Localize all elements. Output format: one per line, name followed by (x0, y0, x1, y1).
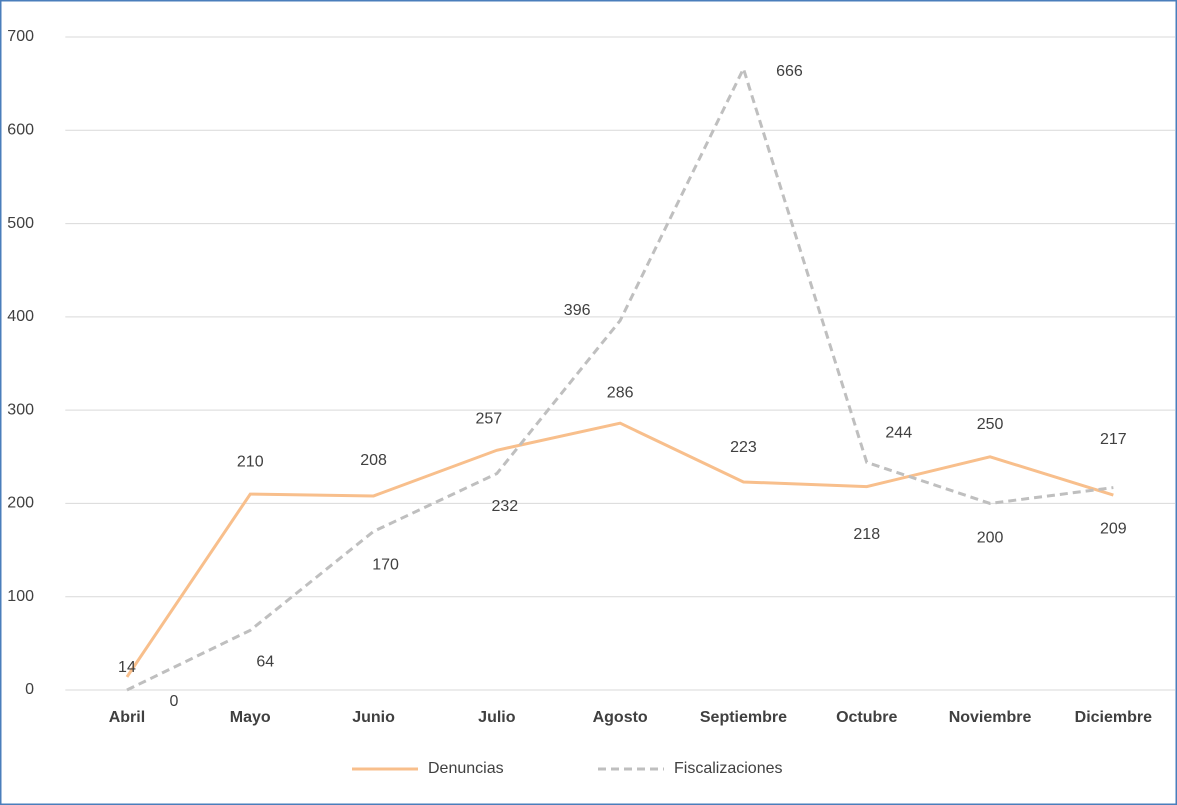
data-label: 232 (491, 498, 518, 515)
y-tick-label: 0 (25, 681, 34, 698)
data-label: 244 (885, 425, 912, 442)
y-tick-label: 700 (7, 28, 34, 45)
data-label: 64 (256, 654, 274, 671)
data-label: 218 (853, 526, 880, 543)
data-label: 257 (475, 410, 502, 427)
x-tick-label: Diciembre (1075, 709, 1152, 726)
y-tick-label: 200 (7, 495, 34, 512)
y-tick-label: 600 (7, 122, 34, 139)
data-label: 217 (1100, 431, 1127, 448)
data-label: 209 (1100, 520, 1127, 537)
y-tick-label: 400 (7, 308, 34, 325)
x-tick-label: Mayo (230, 709, 271, 726)
data-label: 208 (360, 452, 387, 469)
x-tick-label: Septiembre (700, 709, 787, 726)
data-label: 250 (977, 416, 1004, 433)
data-label: 223 (730, 439, 757, 456)
series-line (126, 64, 1114, 692)
data-label: 396 (564, 302, 591, 319)
x-tick-label: Abril (109, 709, 145, 726)
x-tick-label: Noviembre (949, 709, 1032, 726)
series-line (125, 421, 1114, 678)
x-tick-label: Octubre (836, 709, 897, 726)
y-tick-label: 300 (7, 401, 34, 418)
legend-label: Denuncias (428, 760, 504, 777)
x-tick-label: Agosto (593, 709, 648, 726)
y-tick-label: 500 (7, 215, 34, 232)
legend-label: Fiscalizaciones (674, 760, 782, 777)
data-label: 14 (118, 659, 136, 676)
y-tick-label: 100 (7, 588, 34, 605)
x-tick-label: Julio (478, 709, 516, 726)
data-label: 210 (237, 453, 264, 470)
data-label: 0 (169, 693, 178, 710)
data-label: 170 (372, 557, 399, 574)
data-label: 200 (977, 530, 1004, 547)
data-label: 666 (776, 63, 803, 80)
x-tick-label: Junio (352, 709, 395, 726)
data-label: 286 (607, 384, 634, 401)
